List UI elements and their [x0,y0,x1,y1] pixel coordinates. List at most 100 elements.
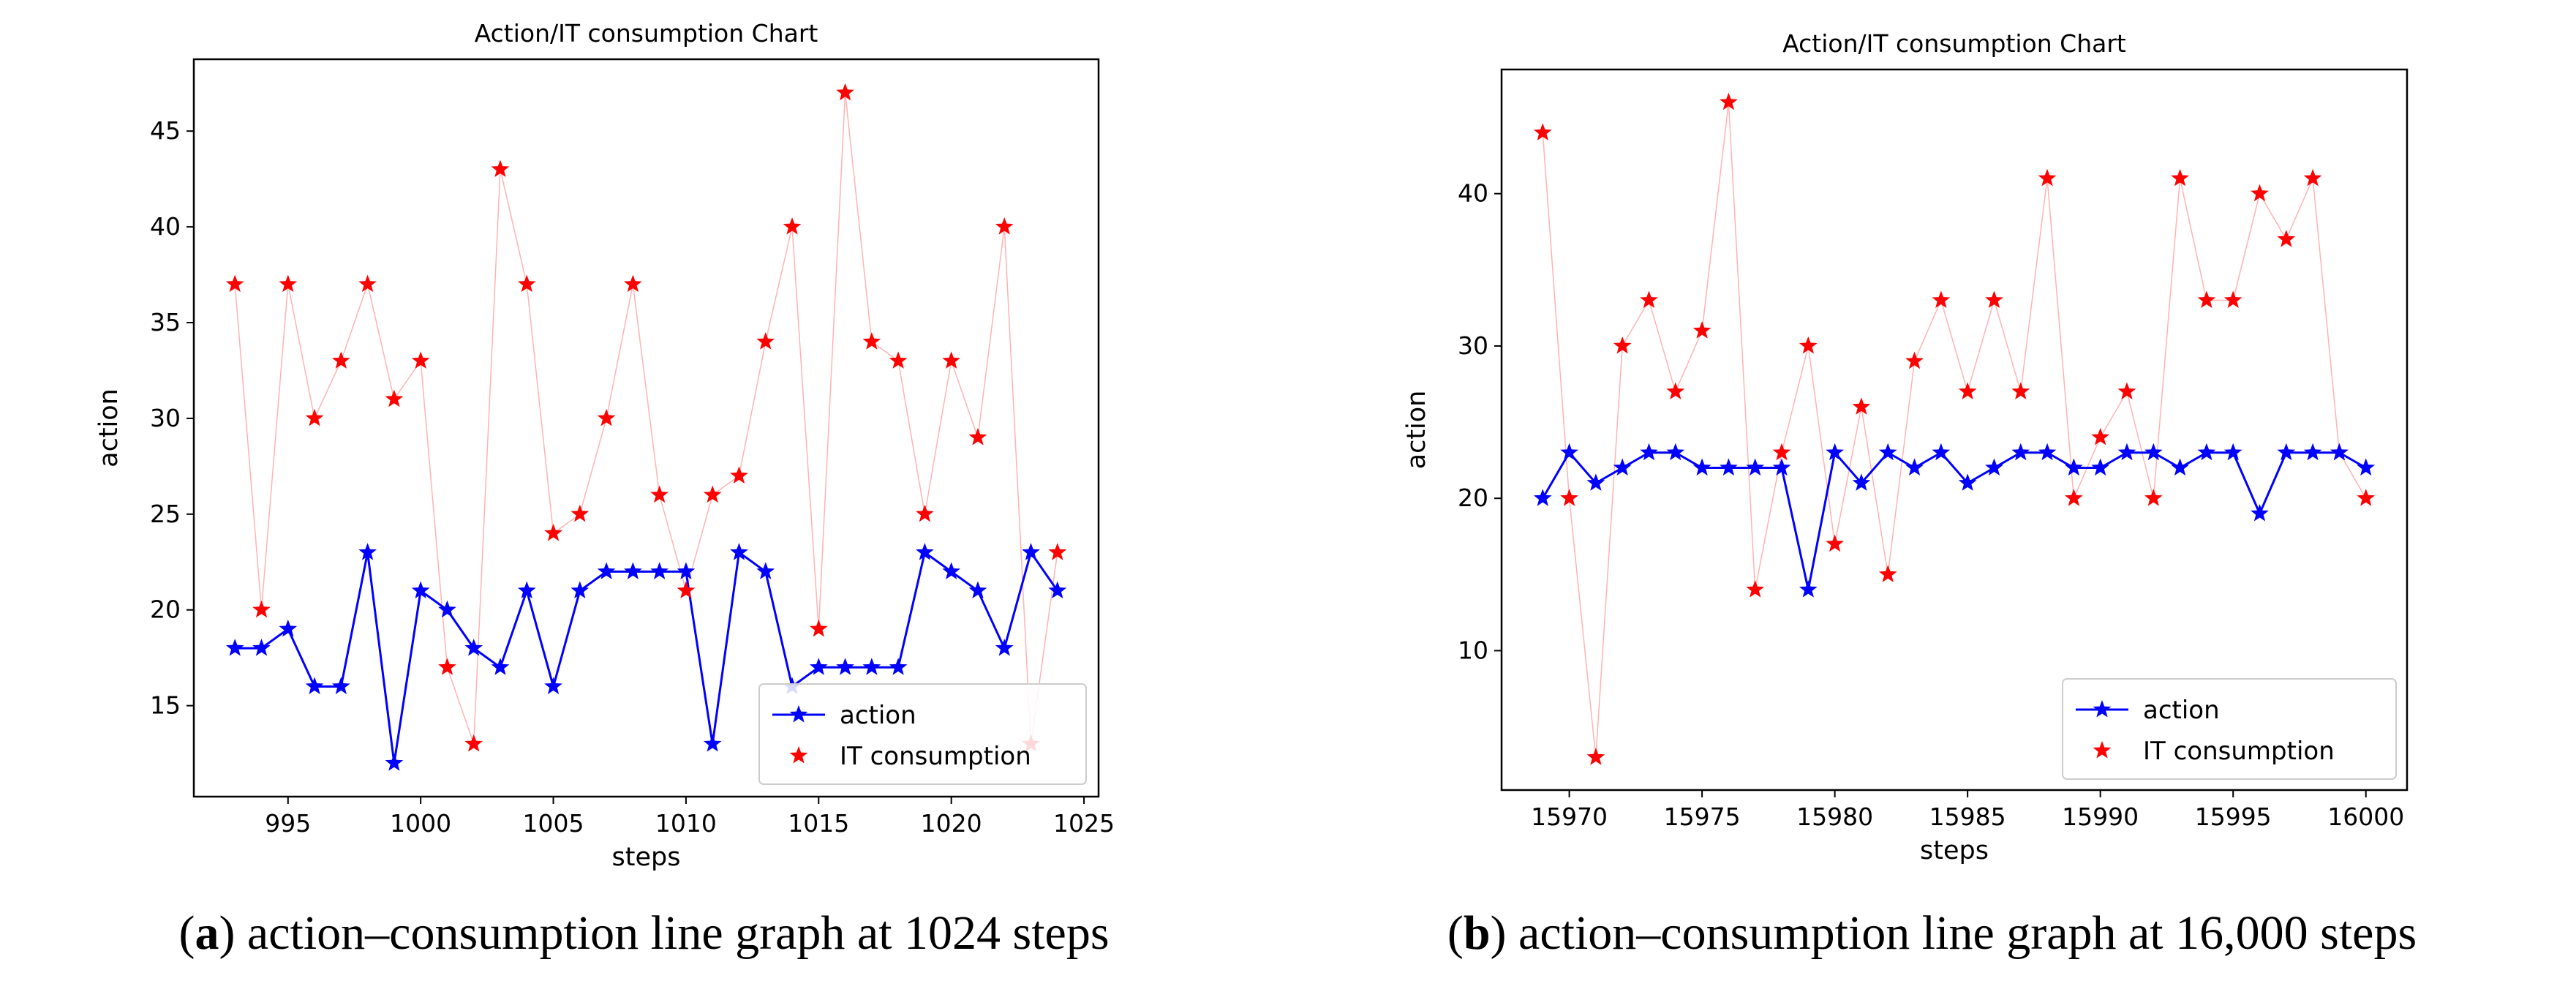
x-tick-label: 15995 [2195,802,2272,831]
action-point [809,658,828,675]
x-axis-label: steps [612,843,681,872]
legend-box [758,683,1087,785]
action-point [916,543,934,560]
action-point [491,658,510,675]
chart-b: Action/IT consumption Chart 15970 15975 159… [1402,29,2409,865]
it-consumption-point [2038,168,2057,187]
it-consumption-point [385,389,404,407]
it-consumption-point [358,274,377,293]
action-point [1613,458,1632,476]
it-consumption-point [2011,382,2030,399]
legend-consumption-label: IT consumption [840,742,1031,771]
chart-panel-b: Action/IT consumption Chart 15970 15975 159… [1288,0,2576,1000]
it-consumption-point [464,734,483,752]
x-tick-label: 1005 [523,809,584,838]
action-point [358,543,377,560]
action-point [1666,443,1685,461]
action-point [2223,443,2242,461]
action-point [2171,458,2189,476]
action-point [1720,458,1738,476]
plot-frame [192,58,1100,798]
action-point [1905,458,1924,476]
action-point [438,600,456,618]
it-consumption-point [2251,184,2269,202]
action-point [1746,458,1765,476]
it-consumption-point [570,504,590,522]
action-point [1560,443,1578,461]
it-consumption-point [2171,168,2189,187]
it-consumption-point [624,274,642,293]
it-consumption-point [305,408,324,426]
action-point [650,562,669,579]
it-consumption-point [2277,230,2296,247]
y-tick-label: 35 [150,308,181,337]
action-point [2065,458,2083,476]
y-axis-label: action [1402,391,1431,470]
action-point [252,639,271,656]
action-point [995,639,1014,656]
y-tick-label: 40 [1458,179,1488,208]
it-consumption-point [279,274,298,293]
action-point [677,562,696,579]
it-consumption-point [1852,397,1871,415]
action-point [2330,443,2349,461]
it-consumption-point [703,485,722,503]
x-tick-label: 1015 [788,809,849,838]
it-consumption-point [2197,290,2216,309]
action-point [464,639,483,656]
it-consumption-point [677,581,696,599]
legend-action-label: action [840,701,916,730]
it-consumption-point [809,619,828,637]
y-tick-label: 40 [150,212,181,241]
action-point [1932,443,1951,461]
x-axis-label: steps [1920,836,1989,865]
series-action-line [235,549,1059,764]
it-consumption-point [1586,748,1605,765]
it-consumption-point [2357,489,2376,506]
action-point [385,753,404,771]
action-point [1826,443,1844,461]
it-consumption-point [1932,290,1951,309]
it-consumption-point [1560,489,1578,506]
legend-action-marker [789,705,808,723]
series-it-consumption-line [234,92,1058,745]
it-consumption-point [1958,382,1977,399]
action-point [1852,473,1871,491]
it-consumption-point [1666,382,1685,399]
action-point [1985,458,2003,476]
action-point [1692,458,1711,476]
action-point [1640,443,1658,461]
legend-action-marker [2093,700,2112,718]
legend-box [2062,678,2397,780]
y-tick-label: 30 [1458,331,1488,360]
it-consumption-point [756,332,775,350]
it-consumption-point [1905,351,1924,369]
y-tick-label: 10 [1458,636,1488,664]
it-consumption-point [889,351,908,369]
action-point [1958,473,1977,491]
y-axis-label: action [94,388,124,467]
it-consumption-point [1985,290,2003,309]
it-consumption-point [2091,427,2110,446]
series-it-consumption-line [1542,102,2367,758]
y-tick-label: 25 [150,500,181,528]
it-consumption-point [1826,534,1844,552]
chart-title: Action/IT consumption Chart [475,19,818,48]
y-tick-label: 45 [150,116,181,145]
x-tick-label: 16000 [2327,802,2404,831]
action-point [2197,443,2216,461]
it-consumption-point [411,351,430,369]
series-action-line [1541,450,2367,590]
caption-b: (b) action–consumption line graph at 16,… [1447,906,2417,960]
action-point [2091,458,2110,476]
it-consumption-point [544,524,562,541]
it-consumption-point [225,274,244,293]
it-consumption-point [1720,92,1738,110]
chart-title: Action/IT consumption Chart [1782,29,2126,58]
action-point [1878,443,1897,461]
action-point [1022,543,1040,560]
it-consumption-point [968,428,987,446]
y-tick-label: 30 [150,404,181,432]
action-point [544,677,562,694]
it-consumption-point [517,274,536,293]
